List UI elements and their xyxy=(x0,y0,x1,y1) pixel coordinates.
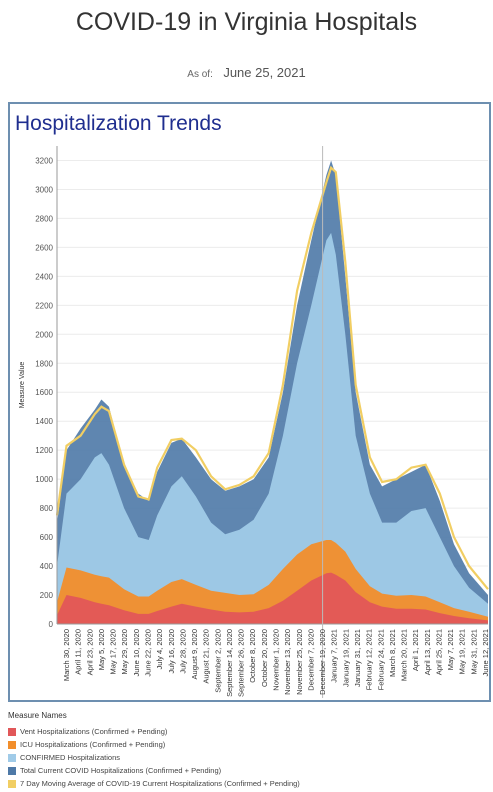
y-tick-label: 2200 xyxy=(35,301,53,310)
legend-item[interactable]: 7 Day Moving Average of COVID-19 Current… xyxy=(8,777,488,790)
x-tick-label: December 7, 2020 xyxy=(306,629,315,691)
moving-average-line[interactable] xyxy=(55,165,489,590)
as-of-label: As of: xyxy=(187,69,213,80)
x-tick-label: June 10, 2020 xyxy=(132,629,141,677)
x-tick-label: March 30, 2020 xyxy=(62,629,71,681)
y-tick-label: 200 xyxy=(40,591,54,600)
legend-item[interactable]: Vent Hospitalizations (Confirmed + Pendi… xyxy=(8,725,488,738)
chart-panel: Hospitalization Trends 0 200 400 600 800 1000… xyxy=(8,102,491,702)
x-tick-label: November 13, 2020 xyxy=(283,629,292,695)
legend-swatch xyxy=(8,753,16,762)
chart-title: Hospitalization Trends xyxy=(15,112,222,135)
x-tick-label: June 12, 2021 xyxy=(481,629,489,677)
y-tick-label: 2600 xyxy=(35,243,53,252)
x-tick-label: May 19, 2021 xyxy=(458,629,467,674)
x-tick-label: December 19, 2020 xyxy=(318,629,327,695)
as-of-row: As of: June 25, 2021 xyxy=(0,64,493,82)
y-tick-label: 0 xyxy=(49,620,54,629)
y-tick-label: 1600 xyxy=(35,388,53,397)
x-tick-label: September 26, 2020 xyxy=(237,629,246,697)
series-area-1[interactable] xyxy=(57,540,488,624)
legend-label: 7 Day Moving Average of COVID-19 Current… xyxy=(20,779,300,788)
x-tick-label: July 16, 2020 xyxy=(167,629,176,674)
hospitalization-trends-chart[interactable]: 0 200 400 600 800 1000 1200 1400 1600 1800 2000 220… xyxy=(10,104,489,700)
y-tick-label: 1800 xyxy=(35,359,53,368)
x-tick-label: November 1, 2020 xyxy=(271,629,280,691)
x-tick-label: February 12, 2021 xyxy=(365,629,374,690)
x-tick-label: June 22, 2020 xyxy=(143,629,152,677)
x-tick-label: January 7, 2021 xyxy=(330,629,339,683)
x-tick-label: October 8, 2020 xyxy=(248,629,257,683)
legend-item[interactable]: CONFIRMED Hospitalizations xyxy=(8,751,488,764)
legend-label: Total Current COVID Hospitalizations (Co… xyxy=(20,766,222,775)
x-tick-label: October 20, 2020 xyxy=(260,629,269,687)
x-tick-label: August 21, 2020 xyxy=(202,629,211,684)
x-tick-label: May 17, 2020 xyxy=(109,629,118,674)
x-tick-label: May 5, 2020 xyxy=(97,629,106,670)
series-area-0[interactable] xyxy=(57,572,488,624)
x-tick-label: April 25, 2021 xyxy=(434,629,443,675)
x-tick-label: August 9, 2020 xyxy=(190,629,199,679)
y-tick-label: 1000 xyxy=(35,475,53,484)
x-tick-label: May 7, 2021 xyxy=(446,629,455,670)
y-axis-label: Measure Value xyxy=(19,362,26,409)
legend-label: CONFIRMED Hospitalizations xyxy=(20,753,121,762)
series-area-2[interactable] xyxy=(57,232,488,624)
x-tick-label: November 25, 2020 xyxy=(295,629,304,695)
legend: Measure Names Vent Hospitalizations (Con… xyxy=(8,711,488,790)
x-tick-label: July 4, 2020 xyxy=(155,629,164,669)
x-tick-label: September 2, 2020 xyxy=(213,629,222,693)
y-tick-label: 600 xyxy=(40,533,54,542)
legend-swatch xyxy=(8,727,16,736)
legend-items: Vent Hospitalizations (Confirmed + Pendi… xyxy=(8,725,488,790)
legend-label: ICU Hospitalizations (Confirmed + Pendin… xyxy=(20,740,166,749)
y-tick-label: 1400 xyxy=(35,417,53,426)
as-of-date: June 25, 2021 xyxy=(223,65,306,80)
x-tick-label: April 23, 2020 xyxy=(85,629,94,675)
y-tick-label: 3200 xyxy=(35,156,53,165)
legend-swatch xyxy=(8,740,16,749)
x-tick-label: May 31, 2021 xyxy=(469,629,478,674)
legend-item[interactable]: ICU Hospitalizations (Confirmed + Pendin… xyxy=(8,738,488,751)
y-tick-label: 2400 xyxy=(35,272,53,281)
legend-swatch xyxy=(8,766,16,775)
x-tick-label: April 1, 2021 xyxy=(411,629,420,671)
x-tick-label: January 31, 2021 xyxy=(353,629,362,687)
legend-label: Vent Hospitalizations (Confirmed + Pendi… xyxy=(20,727,168,736)
x-tick-label: January 19, 2021 xyxy=(341,629,350,687)
x-tick-label: April 13, 2021 xyxy=(423,629,432,675)
legend-swatch xyxy=(8,779,16,788)
y-tick-label: 2800 xyxy=(35,214,53,223)
page-title: COVID-19 in Virginia Hospitals xyxy=(75,8,418,36)
x-tick-label: February 24, 2021 xyxy=(376,629,385,690)
y-tick-label: 400 xyxy=(40,562,54,571)
legend-title: Measure Names xyxy=(8,711,67,720)
y-tick-label: 1200 xyxy=(35,446,53,455)
x-tick-label: September 14, 2020 xyxy=(225,629,234,697)
x-tick-label: March 8, 2021 xyxy=(388,629,397,677)
y-tick-label: 800 xyxy=(40,504,54,513)
x-tick-label: March 20, 2021 xyxy=(399,629,408,681)
y-tick-label: 2000 xyxy=(35,330,53,339)
x-tick-label: May 29, 2020 xyxy=(120,629,129,674)
x-tick-label: April 11, 2020 xyxy=(74,629,83,675)
legend-item[interactable]: Total Current COVID Hospitalizations (Co… xyxy=(8,764,488,777)
y-tick-label: 3000 xyxy=(35,185,53,194)
x-tick-label: July 28, 2020 xyxy=(178,629,187,674)
